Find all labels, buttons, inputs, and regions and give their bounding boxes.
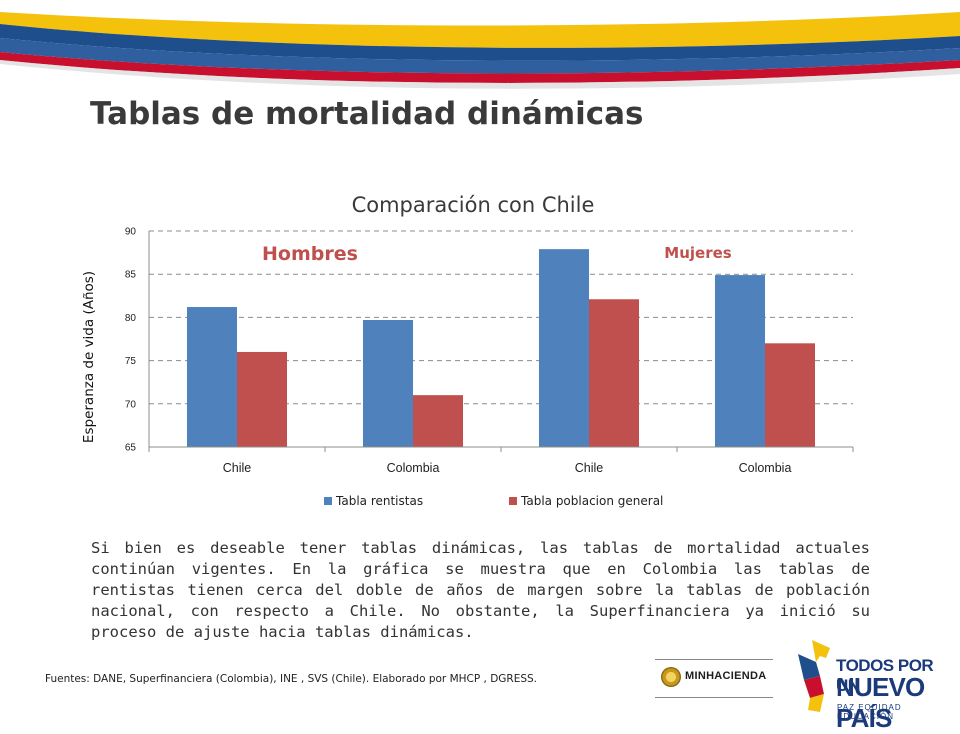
legend-swatch-rentistas: [324, 497, 332, 505]
seal-icon: [661, 667, 681, 687]
slogan-line-2: NUEVO PAÍS: [836, 672, 925, 733]
sources-note: Fuentes: DANE, Superfinanciera (Colombia…: [45, 673, 538, 685]
y-tick-label: 65: [125, 443, 137, 454]
body-paragraph: Si bien es deseable tener tablas dinámic…: [91, 539, 870, 641]
y-tick-label: 70: [125, 399, 137, 410]
legend-label-poblacion: Tabla poblacion general: [520, 494, 663, 508]
bar-chart: Comparación con Chile 65 70 75 80 85 90 Chile C…: [81, 193, 854, 508]
x-category-label: Chile: [223, 461, 252, 475]
group-label-hombres: Hombres: [262, 243, 358, 265]
x-category-label: Colombia: [739, 461, 792, 475]
slide-title: Tablas de mortalidad dinámicas: [90, 96, 644, 132]
x-category-label: Colombia: [387, 461, 440, 475]
minhacienda-logo: MINHACIENDA: [655, 655, 773, 701]
x-category-label: Chile: [575, 461, 604, 475]
colombia-map-icon: [798, 640, 830, 712]
legend-label-rentistas: Tabla rentistas: [335, 494, 423, 508]
bar: [363, 319, 413, 447]
legend-swatch-poblacion: [509, 497, 517, 505]
chart-legend: Tabla rentistas Tabla poblacion general: [324, 494, 663, 508]
minhacienda-label: MINHACIENDA: [685, 670, 767, 682]
bar: [237, 351, 287, 447]
bar: [539, 249, 589, 447]
bar: [187, 307, 237, 447]
y-tick-label: 90: [125, 227, 137, 238]
group-label-mujeres: Mujeres: [664, 244, 731, 262]
y-tick-label: 80: [125, 313, 137, 324]
bar: [765, 343, 815, 447]
y-axis-label: Esperanza de vida (Años): [81, 271, 97, 443]
bar: [413, 395, 463, 447]
bar: [589, 299, 639, 447]
todos-por-un-nuevo-pais-logo: TODOS POR UN NUEVO PAÍS PAZ EQUIDAD EDUC…: [790, 636, 958, 733]
bar: [715, 275, 765, 447]
y-tick-label: 75: [125, 356, 137, 367]
y-tick-label: 85: [125, 270, 137, 281]
slogan-line-1: TODOS POR UN: [836, 656, 934, 695]
slogan-line-3: PAZ EQUIDAD EDUCACIÓN: [837, 703, 902, 721]
header-banner: [0, 0, 960, 89]
chart-title: Comparación con Chile: [352, 193, 595, 217]
